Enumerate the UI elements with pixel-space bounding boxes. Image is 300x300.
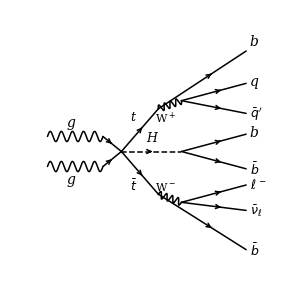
Text: $\bar{\nu}_\ell$: $\bar{\nu}_\ell$ — [250, 204, 262, 219]
Text: $\bar{t}$: $\bar{t}$ — [130, 178, 138, 194]
Text: q: q — [250, 75, 259, 89]
Text: g: g — [66, 173, 75, 188]
Text: W$^-$: W$^-$ — [155, 181, 175, 193]
Text: H: H — [146, 132, 157, 145]
Text: $\bar{b}$: $\bar{b}$ — [250, 162, 259, 178]
Text: b: b — [250, 126, 259, 140]
Text: $\bar{q}'$: $\bar{q}'$ — [250, 106, 262, 123]
Text: b: b — [250, 35, 259, 49]
Text: $\ell^-$: $\ell^-$ — [250, 178, 266, 192]
Text: W$^+$: W$^+$ — [155, 110, 175, 126]
Text: g: g — [66, 116, 75, 130]
Text: t: t — [130, 111, 135, 124]
Text: $\bar{b}$: $\bar{b}$ — [250, 243, 259, 259]
